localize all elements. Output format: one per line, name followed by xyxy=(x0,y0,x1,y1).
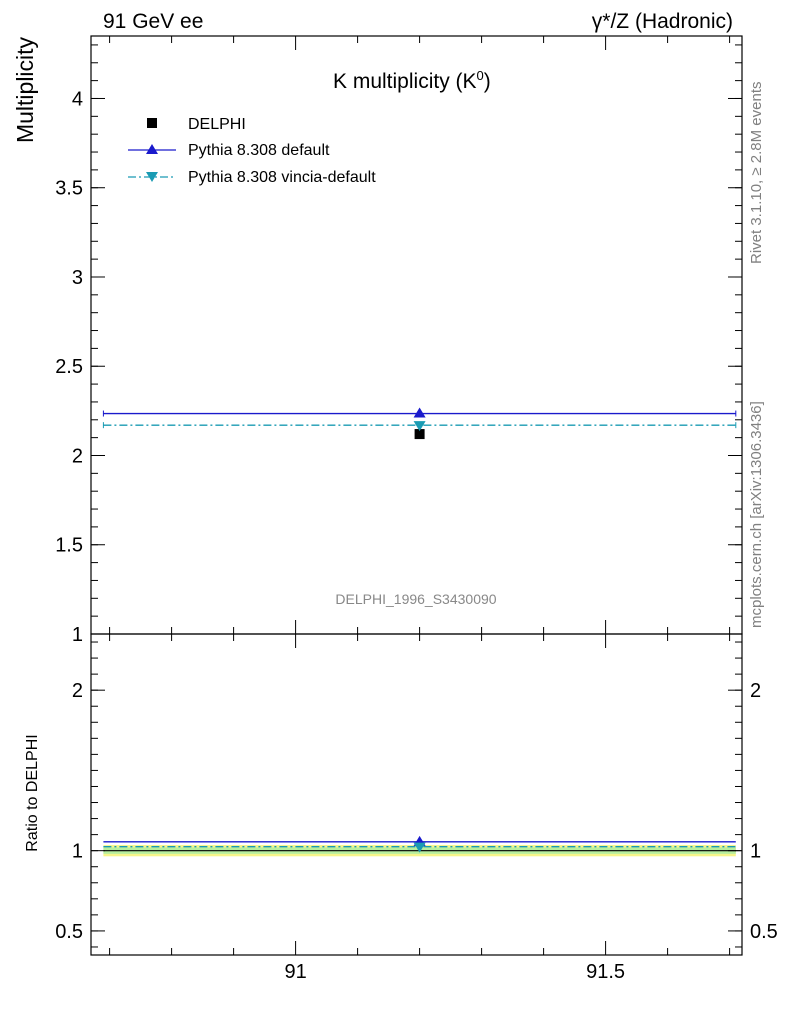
mcplots-label: mcplots.cern.ch [arXiv:1306.3436] xyxy=(748,401,765,628)
legend-label-vincia: Pythia 8.308 vincia-default xyxy=(188,169,376,186)
ratio-y-tick-label-right: 0.5 xyxy=(750,921,778,943)
main-series xyxy=(102,407,737,440)
chart-title-sup: 0 xyxy=(477,68,484,83)
y-tick-label: 2 xyxy=(72,445,83,467)
ratio-y-tick-label-right: 2 xyxy=(750,680,761,702)
chart-title-close: ) xyxy=(484,70,491,93)
x-tick-label: 91 xyxy=(284,961,306,983)
main-y-ticks: 1 1.5 2 2.5 3 3.5 4 xyxy=(55,44,742,646)
ratio-frame xyxy=(90,633,743,956)
energy-label: 91 GeV ee xyxy=(103,10,203,33)
chart-title: K multiplicity (K0) xyxy=(333,68,491,93)
ratio-panel: 0.5 0.5 1 1 2 2 91 91.5 Ratio to DELPHI xyxy=(24,633,778,983)
mc-marker-default xyxy=(413,407,426,418)
y-tick-label: 2.5 xyxy=(55,356,83,378)
chart-title-text: K multiplicity (K xyxy=(333,70,477,93)
ratio-y-axis-label: Ratio to DELPHI xyxy=(24,734,41,851)
analysis-label: DELPHI_1996_S3430090 xyxy=(335,591,496,607)
y-tick-label: 4 xyxy=(72,88,83,110)
ratio-y-tick-label: 1 xyxy=(72,841,83,863)
ratio-series xyxy=(103,835,736,853)
y-tick-label: 1.5 xyxy=(55,535,83,557)
rivet-label: Rivet 3.1.10, ≥ 2.8M events xyxy=(748,82,765,265)
main-x-ticks xyxy=(109,36,731,634)
y-axis-label: Multiplicity xyxy=(12,36,38,143)
x-tick-label: 91.5 xyxy=(586,961,625,983)
ratio-x-ticks: 91 91.5 xyxy=(109,634,731,983)
ratio-y-ticks: 0.5 0.5 1 1 2 2 xyxy=(55,641,778,948)
ratio-y-tick-label: 2 xyxy=(72,680,83,702)
main-panel: 1 1.5 2 2.5 3 3.5 4 Multiplicity K multiplicit… xyxy=(12,35,743,646)
data-point-delphi xyxy=(414,429,425,440)
legend-label-default: Pythia 8.308 default xyxy=(188,142,330,159)
y-tick-label: 3 xyxy=(72,267,83,289)
ratio-marker-vincia xyxy=(413,842,426,853)
ratio-y-tick-label-right: 1 xyxy=(750,841,761,863)
legend-label-delphi: DELPHI xyxy=(188,116,246,133)
process-label: γ*/Z (Hadronic) xyxy=(592,10,733,33)
legend-marker-delphi xyxy=(147,118,157,128)
legend-marker-vincia xyxy=(146,172,158,182)
legend: DELPHI Pythia 8.308 default Pythia 8.308… xyxy=(128,116,376,186)
y-tick-label: 1 xyxy=(72,624,83,646)
legend-marker-default xyxy=(146,144,158,154)
ratio-y-tick-label: 0.5 xyxy=(55,921,83,943)
y-tick-label: 3.5 xyxy=(55,178,83,200)
mc-marker-vincia xyxy=(413,421,426,432)
